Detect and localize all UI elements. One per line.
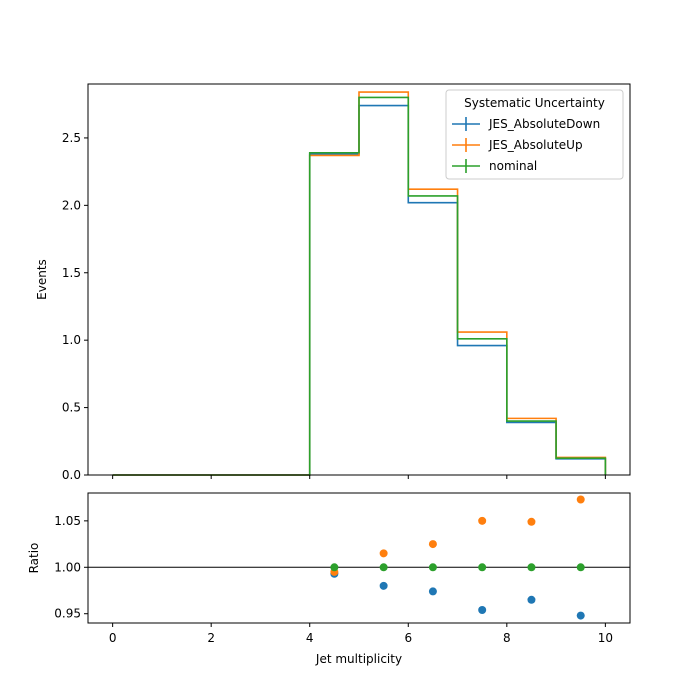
ratio-point-JES_AbsoluteDown bbox=[576, 611, 585, 620]
ratio-point-JES_AbsoluteUp bbox=[379, 549, 388, 558]
main-x-ticks bbox=[112, 475, 606, 479]
ratio-y-tick-label: 0.95 bbox=[54, 607, 81, 621]
ratio-point-nominal bbox=[330, 563, 339, 572]
main-y-tick-label: 1.0 bbox=[62, 333, 81, 347]
legend-entry-label: JES_AbsoluteUp bbox=[488, 138, 583, 152]
main-y-axis-label: Events bbox=[35, 259, 49, 300]
ratio-point-JES_AbsoluteDown bbox=[527, 595, 536, 604]
ratio-y-axis-label: Ratio bbox=[27, 543, 41, 574]
ratio-point-JES_AbsoluteUp bbox=[428, 540, 437, 549]
legend-title: Systematic Uncertainty bbox=[464, 96, 605, 110]
legend-entry-label: nominal bbox=[489, 159, 537, 173]
legend-box bbox=[445, 89, 624, 180]
ratio-point-JES_AbsoluteDown bbox=[428, 587, 437, 596]
ratio-x-ticks: 0 2 4 6 8 10 bbox=[109, 623, 613, 645]
ratio-points-group bbox=[330, 495, 585, 620]
ratio-panel: 0.95 1.00 1.05 0 2 4 6 8 10 Ratio Jet multiplic… bbox=[27, 492, 631, 666]
ratio-point-nominal bbox=[527, 563, 536, 572]
ratio-x-axis-label: Jet multiplicity bbox=[315, 652, 402, 666]
main-y-tick-label: 1.5 bbox=[62, 266, 81, 280]
ratio-x-tick-label: 10 bbox=[598, 631, 613, 645]
legend: Systematic Uncertainty JES_AbsoluteDownJ… bbox=[445, 89, 624, 180]
ratio-x-tick-label: 6 bbox=[404, 631, 412, 645]
ratio-y-tick-label: 1.05 bbox=[54, 514, 81, 528]
ratio-plot-frame bbox=[87, 492, 631, 624]
ratio-x-tick-label: 4 bbox=[306, 631, 314, 645]
ratio-point-JES_AbsoluteUp bbox=[478, 516, 487, 525]
ratio-point-JES_AbsoluteUp bbox=[527, 517, 536, 526]
main-y-tick-label: 2.5 bbox=[62, 131, 81, 145]
ratio-point-nominal bbox=[428, 563, 437, 572]
main-y-ticks: 0.0 0.5 1.0 1.5 2.0 2.5 bbox=[62, 131, 88, 482]
main-y-tick-label: 0.5 bbox=[62, 401, 81, 415]
main-histogram-panel: 0.0 0.5 1.0 1.5 2.0 2.5 Events bbox=[35, 83, 631, 482]
legend-entry-label: JES_AbsoluteDown bbox=[488, 117, 600, 131]
ratio-point-nominal bbox=[478, 563, 487, 572]
ratio-x-tick-label: 2 bbox=[207, 631, 215, 645]
ratio-point-nominal bbox=[379, 563, 388, 572]
ratio-point-JES_AbsoluteDown bbox=[379, 581, 388, 590]
ratio-x-tick-label: 8 bbox=[503, 631, 511, 645]
ratio-x-tick-label: 0 bbox=[109, 631, 117, 645]
main-y-tick-label: 2.0 bbox=[62, 198, 81, 212]
ratio-point-JES_AbsoluteUp bbox=[576, 495, 585, 504]
main-plot-frame bbox=[87, 83, 631, 476]
ratio-y-tick-label: 1.00 bbox=[54, 560, 81, 574]
ratio-point-nominal bbox=[576, 563, 585, 572]
ratio-point-JES_AbsoluteDown bbox=[478, 606, 487, 614]
main-y-tick-label: 0.0 bbox=[62, 468, 81, 482]
ratio-y-ticks: 0.95 1.00 1.05 bbox=[54, 514, 88, 621]
